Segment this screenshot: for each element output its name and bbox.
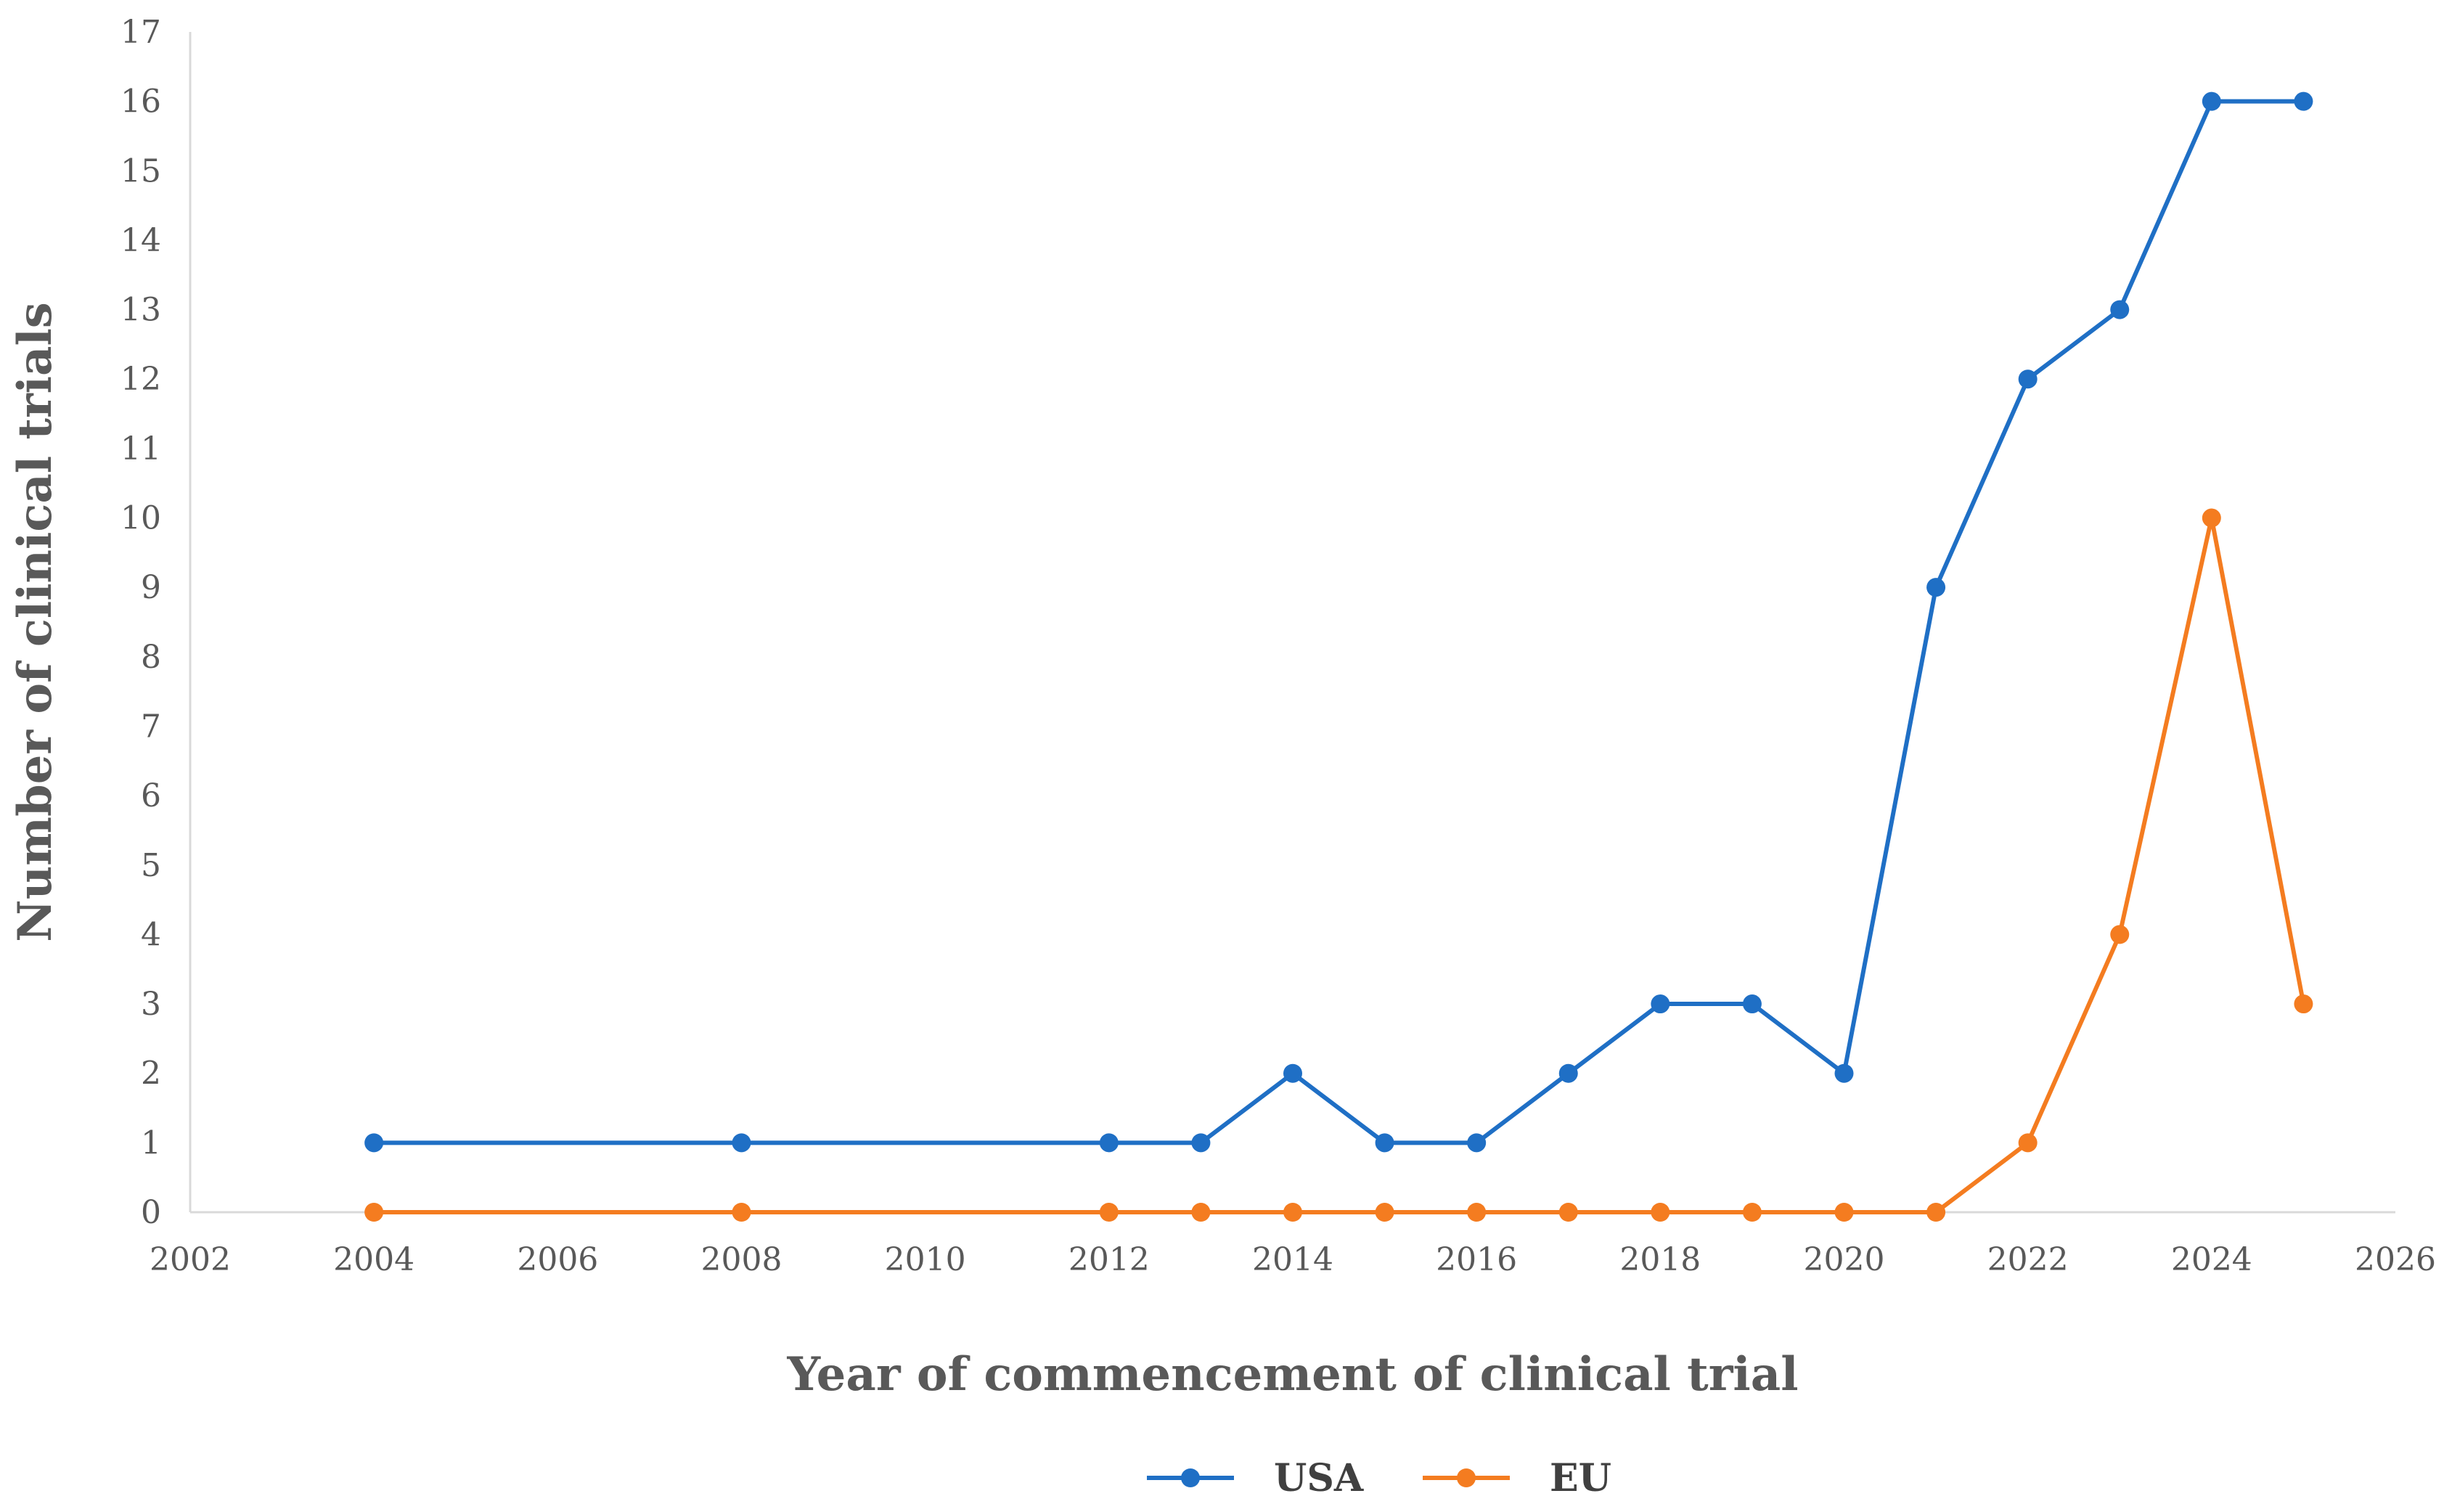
data-point-usa [1375, 1133, 1394, 1153]
y-tick-label: 11 [120, 430, 161, 467]
data-point-eu [1283, 1203, 1302, 1222]
series-lines [372, 99, 2306, 1214]
data-point-eu [1651, 1203, 1670, 1222]
data-point-usa [732, 1133, 751, 1153]
data-point-eu [1099, 1203, 1119, 1222]
y-tick-label: 6 [141, 777, 161, 814]
data-point-eu [1834, 1203, 1854, 1222]
data-point-eu [1558, 1203, 1578, 1222]
data-point-usa [2018, 369, 2038, 389]
data-point-usa [1099, 1133, 1119, 1153]
data-point-usa [1834, 1063, 1854, 1083]
x-tick-label: 2014 [1252, 1241, 1333, 1278]
y-tick-label: 3 [141, 986, 161, 1023]
tick-labels: 2002 2004 2006 2008 2010 2012 2014 2016 2018 2020… [120, 14, 2436, 1278]
y-tick-label: 17 [120, 14, 161, 51]
data-point-eu [2294, 994, 2313, 1014]
data-point-usa [1742, 994, 1762, 1014]
y-tick-label: 13 [120, 292, 161, 329]
data-point-usa [1558, 1063, 1578, 1083]
data-point-usa [1191, 1133, 1211, 1153]
data-point-usa [2202, 91, 2221, 111]
data-point-eu [1467, 1203, 1487, 1222]
series-line-eu [372, 515, 2306, 1214]
legend-label: USA [1274, 1456, 1364, 1500]
legend-item-eu: EU [1423, 1456, 1611, 1500]
y-tick-label: 14 [120, 222, 161, 259]
y-tick-label: 2 [141, 1055, 161, 1092]
series-line-usa [372, 99, 2306, 1145]
y-tick-label: 5 [141, 847, 161, 884]
y-tick-label: 12 [120, 361, 161, 398]
series-points [364, 91, 2313, 1222]
y-tick-label: 4 [141, 916, 161, 953]
x-tick-label: 2012 [1068, 1241, 1150, 1278]
data-point-eu [1742, 1203, 1762, 1222]
legend-swatch-marker [1181, 1468, 1200, 1487]
x-axis-title: Year of commencement of clinical trial [787, 1347, 1799, 1402]
data-point-eu [732, 1203, 751, 1222]
legend-swatch-marker [1457, 1468, 1476, 1487]
y-tick-label: 15 [120, 152, 161, 189]
x-tick-label: 2024 [2171, 1241, 2252, 1278]
y-tick-label: 9 [141, 569, 161, 606]
y-tick-label: 7 [141, 708, 161, 745]
data-point-eu [1926, 1203, 1946, 1222]
data-point-usa [364, 1133, 384, 1153]
legend-item-usa: USA [1147, 1456, 1364, 1500]
x-tick-label: 2016 [1436, 1241, 1517, 1278]
data-point-usa [2110, 300, 2130, 319]
data-point-eu [1375, 1203, 1394, 1222]
x-tick-label: 2008 [701, 1241, 782, 1278]
x-tick-label: 2018 [1619, 1241, 1701, 1278]
y-tick-label: 10 [120, 500, 161, 537]
x-tick-label: 2006 [517, 1241, 598, 1278]
data-point-usa [1283, 1063, 1302, 1083]
y-tick-label: 0 [141, 1194, 161, 1231]
x-tick-label: 2026 [2355, 1241, 2436, 1278]
legend: USA EU [1147, 1456, 1611, 1500]
data-point-usa [2294, 91, 2313, 111]
x-tick-label: 2022 [1987, 1241, 2069, 1278]
data-point-eu [2110, 925, 2130, 944]
data-point-usa [1651, 994, 1670, 1014]
data-point-eu [2018, 1133, 2038, 1153]
y-tick-label: 16 [120, 83, 161, 120]
y-axis-title: Number of clinical trials [8, 302, 62, 942]
data-point-eu [364, 1203, 384, 1222]
data-point-eu [1191, 1203, 1211, 1222]
data-point-usa [1926, 578, 1946, 597]
x-tick-label: 2004 [333, 1241, 414, 1278]
legend-label: EU [1550, 1456, 1611, 1500]
data-point-usa [1467, 1133, 1487, 1153]
axes [189, 32, 2395, 1214]
x-tick-label: 2010 [885, 1241, 966, 1278]
y-tick-label: 1 [141, 1124, 161, 1161]
y-tick-label: 8 [141, 639, 161, 676]
x-tick-label: 2002 [150, 1241, 231, 1278]
data-point-eu [2202, 508, 2221, 528]
x-tick-label: 2020 [1804, 1241, 1885, 1278]
